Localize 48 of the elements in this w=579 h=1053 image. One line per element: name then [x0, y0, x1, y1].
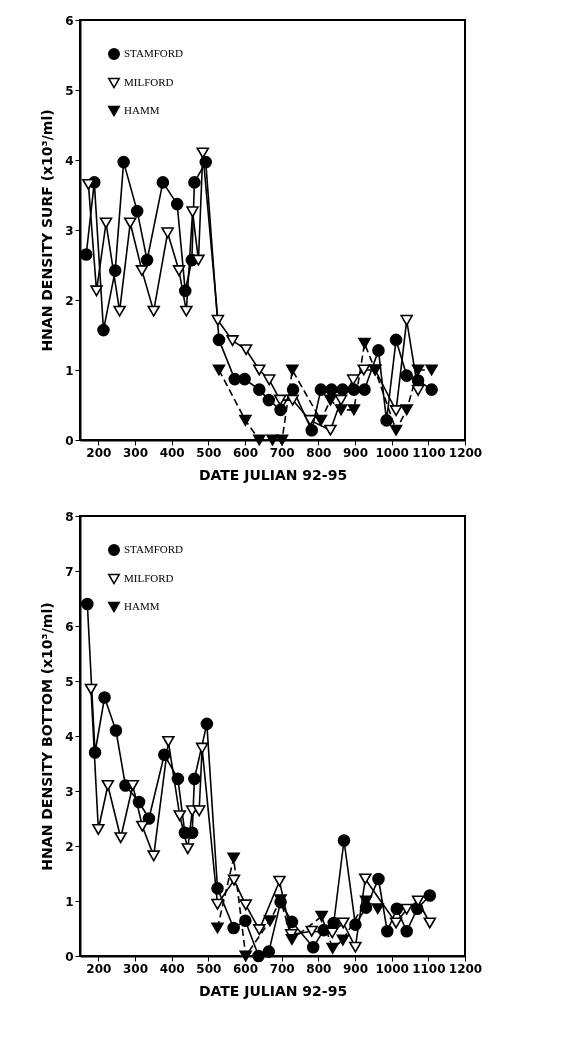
x-tick-label: 1000: [375, 445, 409, 460]
x-tick-label: 200: [86, 445, 112, 460]
x-tick-label: 300: [122, 445, 149, 460]
x-tick-label: 1000: [375, 961, 409, 976]
x-tick-label: 1200: [448, 445, 483, 460]
y-tick-label: 1: [65, 894, 74, 909]
x-tick-label: 800: [306, 961, 332, 976]
x-tick-label: 600: [232, 445, 259, 460]
x-tick-label: 600: [232, 961, 259, 976]
x-tick-label: 700: [269, 445, 295, 460]
x-tick-label: 800: [306, 445, 332, 460]
x-tick-label: 700: [269, 961, 295, 976]
legend-label: HAMM: [124, 600, 160, 612]
x-tick-label: 400: [159, 445, 185, 460]
x-tick-label: 200: [86, 961, 112, 976]
x-axis-title: DATE JULIAN 92-95: [198, 982, 348, 999]
legend-label: MILFORD: [124, 572, 174, 584]
y-tick-label: 1: [65, 363, 74, 378]
y-tick-label: 2: [65, 293, 74, 308]
x-tick-label: 400: [159, 961, 185, 976]
y-tick-label: 3: [65, 784, 74, 799]
y-tick-label: 4: [65, 153, 74, 168]
y-axis-title: HNAN DENSITY SURF (x10³/ml): [39, 109, 56, 352]
legend-label: STAMFORD: [124, 543, 184, 555]
legend-label: MILFORD: [124, 76, 174, 88]
x-tick-label: 300: [122, 961, 149, 976]
y-tick-label: 0: [65, 949, 74, 964]
x-tick-label: 500: [196, 445, 222, 460]
y-tick-label: 8: [65, 509, 74, 524]
y-tick-label: 5: [65, 83, 74, 98]
x-axis-title: DATE JULIAN 92-95: [198, 466, 348, 483]
y-tick-label: 7: [65, 564, 74, 579]
x-tick-label: 1100: [412, 961, 446, 976]
y-tick-label: 4: [65, 729, 74, 744]
x-tick-label: 900: [342, 961, 369, 976]
y-tick-label: 6: [65, 619, 74, 634]
y-tick-label: 5: [65, 674, 74, 689]
legend-label: STAMFORD: [124, 47, 184, 59]
legend-label: HAMM: [124, 104, 160, 116]
y-tick-label: 3: [65, 223, 74, 238]
y-axis-title: HNAN DENSITY BOTTOM (x10³/ml): [39, 602, 56, 871]
y-tick-label: 0: [65, 433, 74, 448]
y-tick-label: 2: [65, 839, 74, 854]
x-tick-label: 500: [196, 961, 222, 976]
x-tick-label: 900: [342, 445, 369, 460]
x-tick-label: 1200: [448, 961, 483, 976]
y-tick-label: 6: [65, 13, 74, 28]
x-tick-label: 1100: [412, 445, 446, 460]
